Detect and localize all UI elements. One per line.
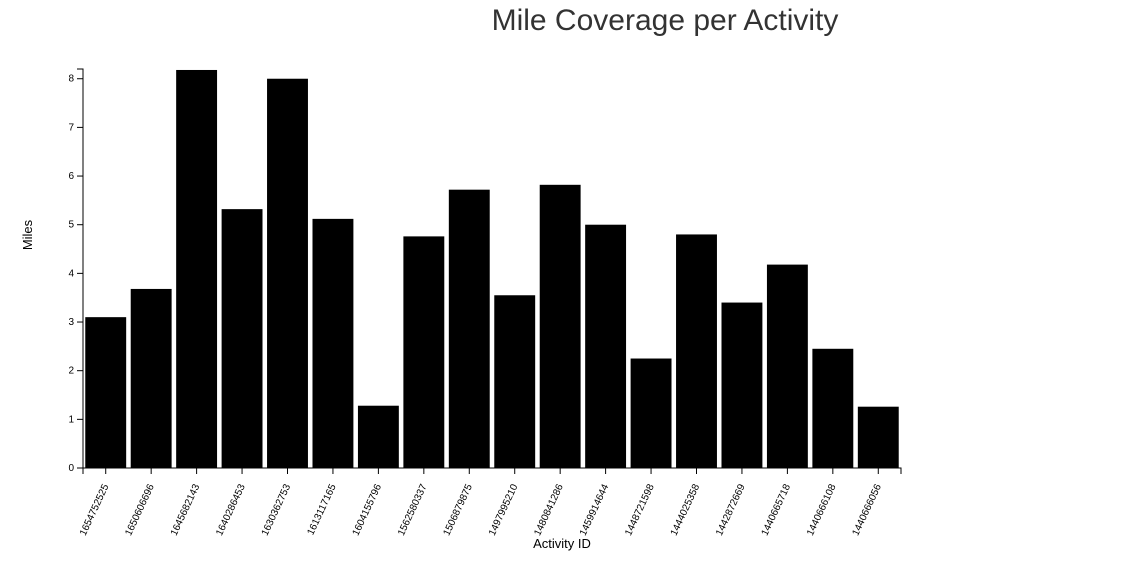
y-tick-label-8: 8 [68,74,74,85]
bar-1645682143 [176,69,218,468]
bars-group [85,69,899,469]
x-tick-label-1448721598: 1448721598 [623,482,657,537]
x-tick-label-1506879875: 1506879875 [442,482,476,537]
y-tick-label-0: 0 [68,463,74,474]
y-tick-label-3: 3 [68,317,74,328]
bar-1440665718 [766,264,808,468]
bar-1448721598 [630,358,672,468]
x-tick-label-1650606696: 1650606696 [123,482,157,537]
bar-1497995210 [494,295,536,468]
x-tick-label-1444025358: 1444025358 [669,482,703,537]
bar-1640286453 [221,209,263,468]
bar-1480841286 [539,184,581,468]
bar-1444025358 [676,234,717,468]
bar-1506879875 [448,189,490,469]
x-tick-label-1440666108: 1440666108 [805,482,839,537]
bar-1650606696 [130,288,172,468]
y-tick-label-5: 5 [68,220,74,231]
bar-1440666056 [857,406,899,468]
bar-1440666108 [812,348,854,468]
bar-1442872669 [721,302,763,468]
x-tick-label-1440665718: 1440665718 [760,482,794,537]
x-tick-label-1640286453: 1640286453 [214,482,248,537]
x-axis: 1654752525 1650606696 1645682143 1640286453… [78,467,902,538]
x-tick-label-1440666056: 1440666056 [851,482,885,537]
x-tick-label-1645682143: 1645682143 [169,482,203,537]
x-tick-label-1480841286: 1480841286 [532,482,566,537]
x-tick-label-1459914644: 1459914644 [578,482,612,537]
x-tick-label-1604155796: 1604155796 [351,482,385,537]
bar-1654752525 [85,317,127,468]
x-tick-label-1442872669: 1442872669 [714,482,748,537]
y-tick-label-6: 6 [68,171,74,182]
y-tick-label-1: 1 [68,414,74,425]
y-tick-label-4: 4 [68,268,74,279]
y-axis-line [77,68,84,469]
bar-1459914644 [585,224,627,468]
x-tick-label-1613117165: 1613117165 [306,482,339,537]
x-tick-label-1497995210: 1497995210 [487,482,521,537]
bar-1613117165 [312,218,354,468]
x-axis-title: Activity ID [533,536,591,551]
chart-title: Mile Coverage per Activity [491,4,839,37]
x-axis-line [82,467,902,474]
y-axis: 0 1 2 3 4 5 6 7 8 [68,68,84,474]
y-tick-label-2: 2 [68,366,74,377]
x-tick-label-1630362753: 1630362753 [260,482,294,537]
y-axis-title: Miles [20,219,35,250]
bar-1630362753 [267,78,308,469]
x-tick-label-1562580337: 1562580337 [396,482,430,537]
x-tick-label-1654752525: 1654752525 [78,482,112,537]
bar-1562580337 [403,236,445,468]
y-tick-label-7: 7 [68,122,74,133]
bar-1604155796 [357,405,399,468]
